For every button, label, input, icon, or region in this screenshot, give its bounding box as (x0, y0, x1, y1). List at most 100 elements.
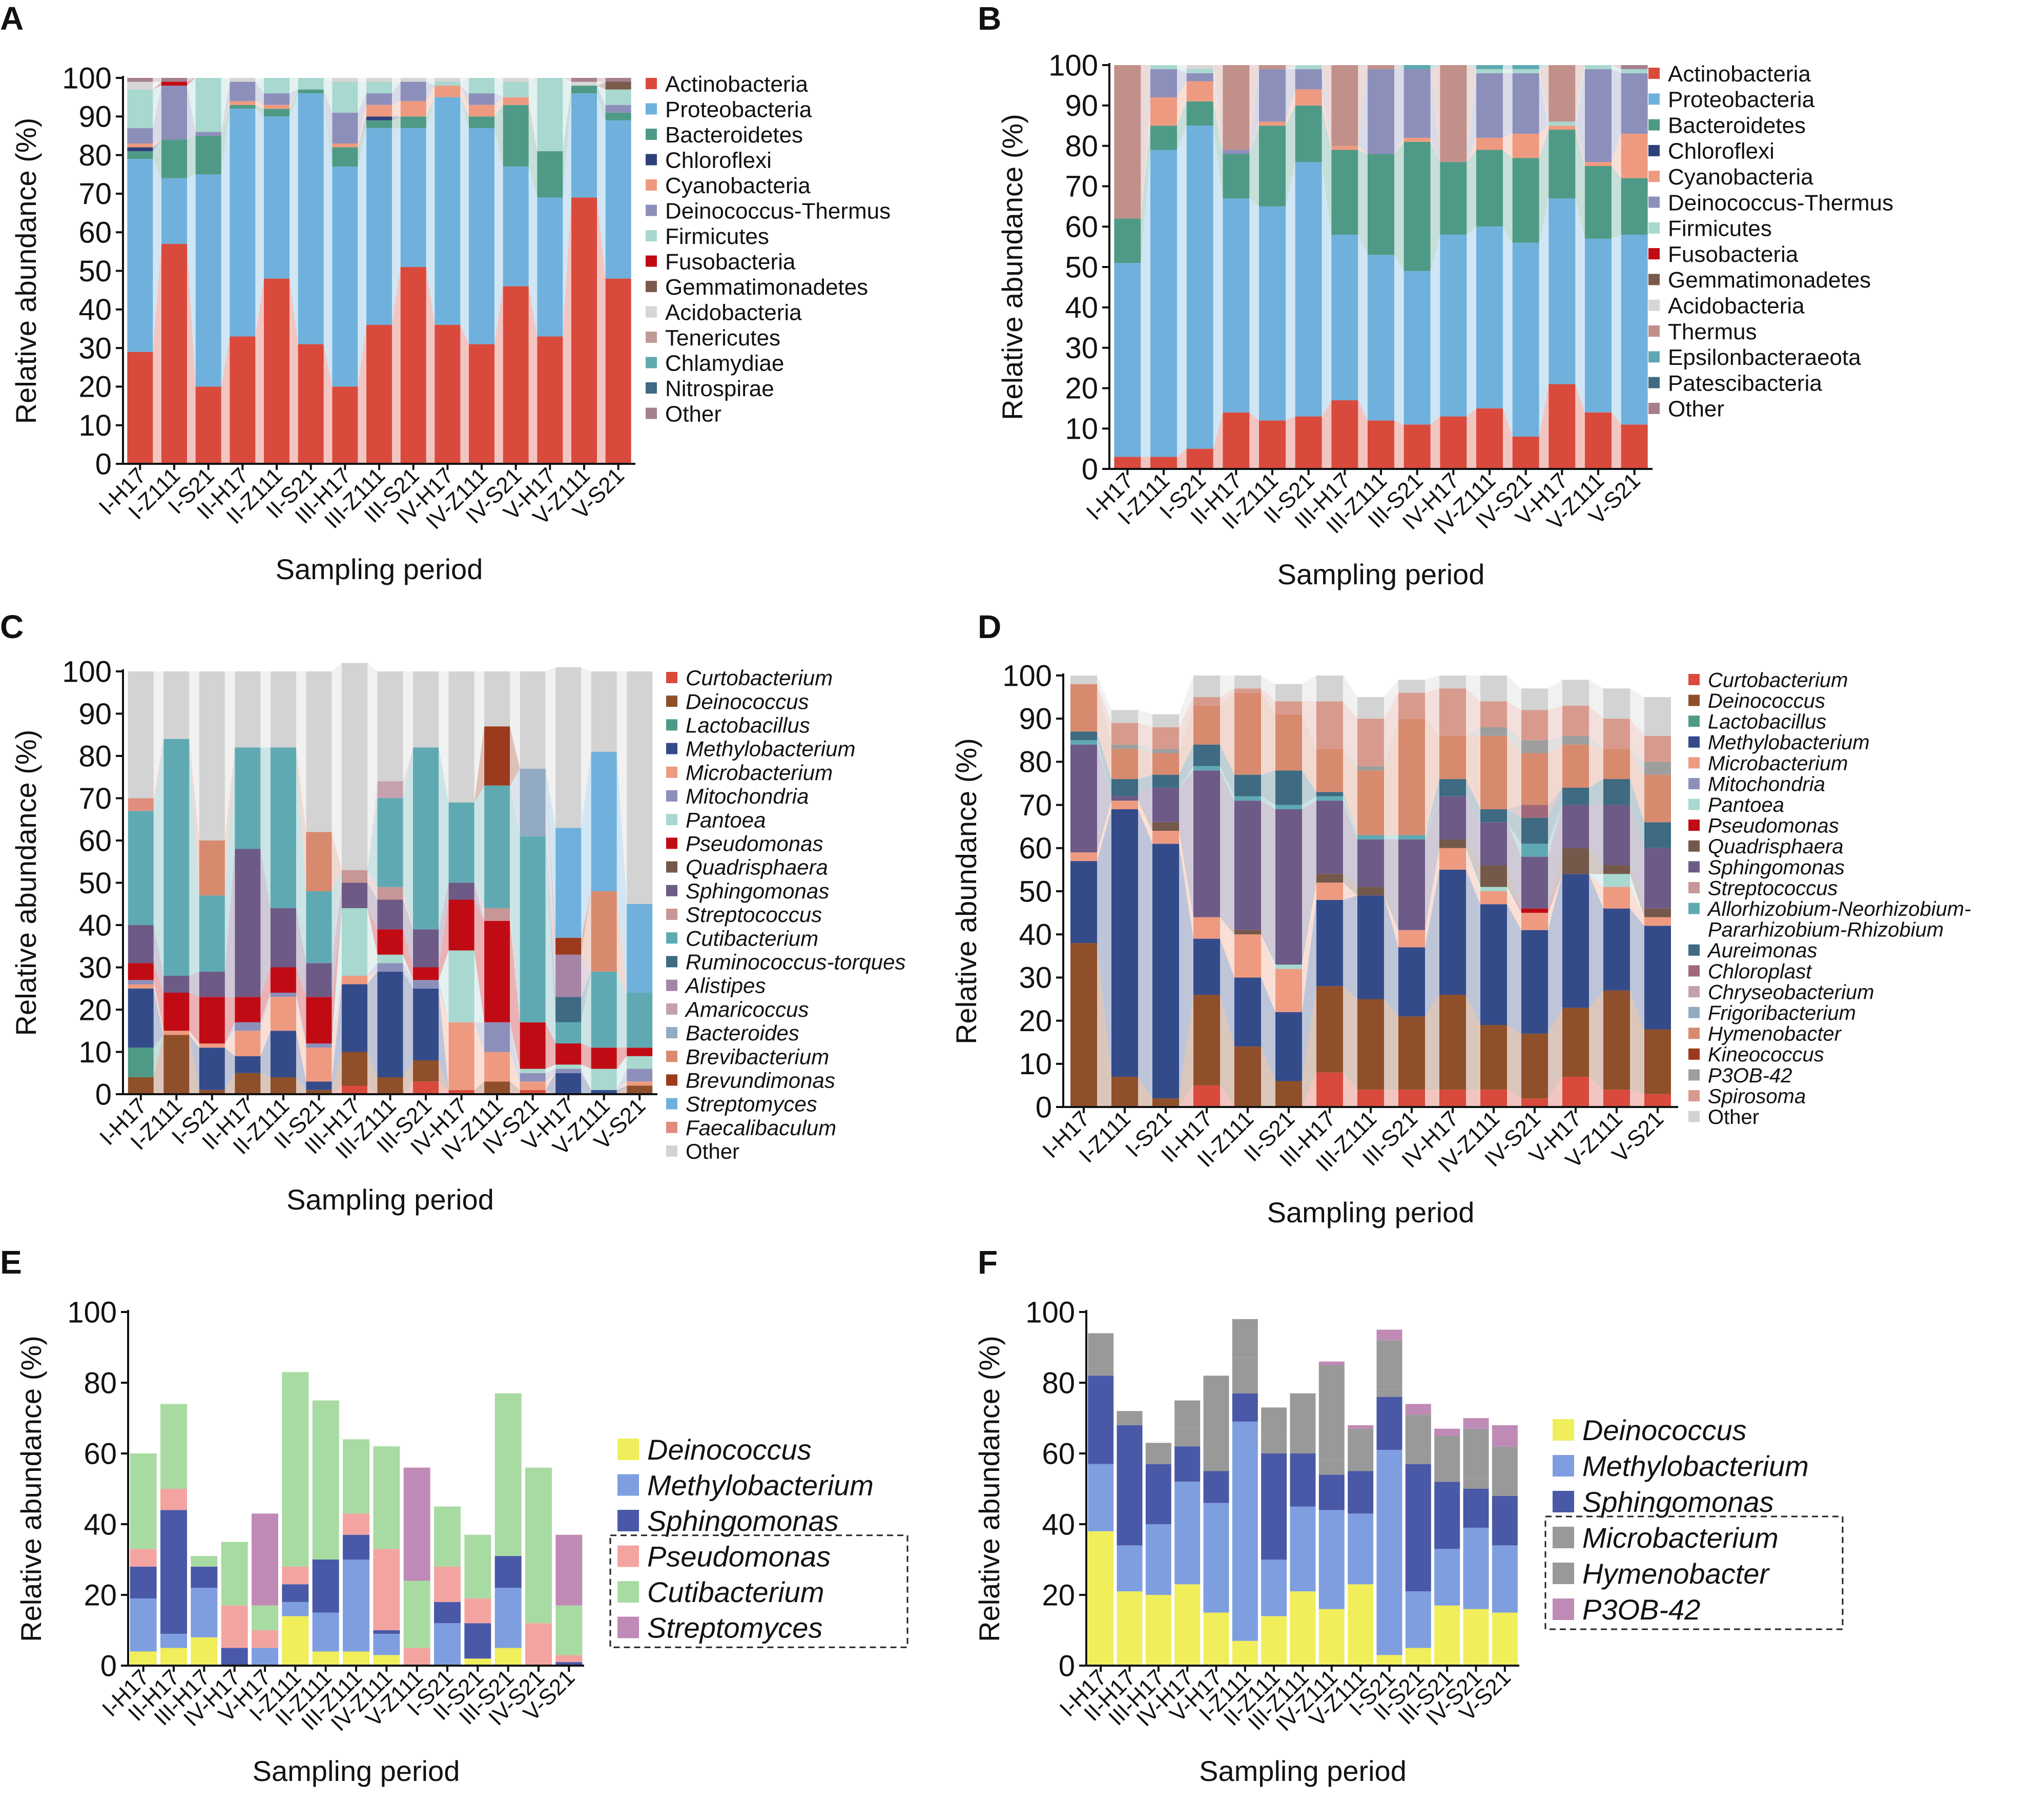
panel-f-bar-segment (1463, 1418, 1489, 1429)
panel-c-band (260, 997, 271, 1056)
panel-c-legend-label: Streptomyces (686, 1092, 817, 1116)
panel-b-band (1467, 408, 1476, 469)
panel-c-band (581, 891, 591, 955)
panel-c-band (224, 1073, 235, 1094)
panel-b-band (1467, 65, 1476, 69)
panel-d-band (1384, 835, 1398, 839)
panel-a-legend-swatch (646, 179, 657, 191)
panel-a-legend-label: Gemmatimonadetes (665, 275, 868, 300)
panel-c-band (510, 920, 520, 1069)
panel-d-bar-segment (1152, 727, 1179, 749)
panel-c-legend-label: Methylobacterium (686, 737, 855, 761)
panel-d-bar-segment (1193, 766, 1220, 771)
panel-b-bar-segment (1150, 69, 1177, 98)
panel-e-y-tick-label: 100 (67, 1296, 117, 1329)
panel-a-band (221, 109, 230, 387)
panel-f-bar-segment (1088, 1376, 1114, 1464)
panel-a-bar-segment (230, 109, 256, 337)
panel-a-legend-label: Fusobacteria (665, 249, 796, 274)
panel-b-y-tick-label: 80 (1065, 130, 1098, 163)
panel-b-bar-segment (1295, 105, 1322, 162)
panel-a-band (290, 89, 298, 117)
panel-c-legend-label: Quadrisphaera (686, 855, 828, 879)
panel-c-bar-segment (627, 671, 653, 904)
panel-f-bar-segment (1145, 1450, 1171, 1464)
panel-d-bar-segment (1316, 899, 1343, 987)
panel-e-bar-segment (343, 1513, 369, 1535)
panel-c-band (260, 1073, 271, 1094)
panel-b-legend-label: Chloroflexi (1668, 139, 1774, 164)
panel-b-band (1213, 101, 1223, 199)
panel-d-band (1466, 848, 1480, 891)
panel-a-bar-segment (435, 97, 461, 325)
panel-letter-f: F (978, 1244, 998, 1281)
panel-f-bar-segment (1174, 1584, 1201, 1666)
panel-d-bar-segment (1480, 1025, 1507, 1090)
panel-d-bar-segment (1111, 744, 1138, 749)
panel-d-bar-segment (1070, 943, 1097, 1107)
panel-c-bar-segment (413, 671, 439, 748)
panel-b-legend-label: Deinococcus-Thermus (1668, 190, 1893, 215)
panel-c-band (367, 663, 378, 870)
panel-a-band (460, 78, 469, 82)
panel-d-band (1589, 805, 1603, 866)
panel-c-band (296, 671, 306, 832)
panel-b-y-tick-label: 70 (1065, 170, 1098, 203)
panel-e-bar-segment (403, 1648, 430, 1666)
panel-b-y-tick-label: 100 (1048, 49, 1098, 82)
panel-d-legend-label: Microbacterium (1708, 752, 1848, 775)
panel-a-y-tick-label: 10 (78, 409, 112, 442)
panel-c-legend-swatch (666, 672, 677, 683)
panel-d-band (1097, 684, 1111, 745)
panel-b-band (1539, 65, 1549, 69)
panel-c-legend-swatch (666, 1145, 677, 1157)
panel-f-bar-segment (1318, 1460, 1345, 1475)
panel-b-legend-swatch (1648, 222, 1660, 234)
panel-a-bar-segment (195, 135, 221, 175)
panel-c-bar-segment (199, 1043, 225, 1048)
panel-a-bar-segment (298, 89, 324, 94)
panel-d-band (1138, 710, 1152, 728)
panel-c-band (581, 751, 591, 938)
panel-c-band (439, 988, 449, 1090)
panel-c-bar-segment (484, 671, 510, 727)
panel-c-bar-segment (484, 1052, 510, 1082)
panel-c-bar-segment (377, 899, 403, 930)
panel-b-legend-label: Acidobacteria (1668, 294, 1805, 319)
panel-d-band (1466, 995, 1480, 1090)
panel-a-bar-segment (435, 78, 461, 82)
panel-c-bar-segment (341, 883, 367, 908)
panel-b-band (1394, 65, 1404, 69)
panel-d-band (1179, 744, 1193, 788)
panel-b-bar-segment (1512, 69, 1539, 73)
panel-a-band (358, 324, 366, 464)
panel-d-legend-swatch (1688, 944, 1700, 956)
panel-a-band (187, 135, 196, 178)
panel-d-bar-segment (1357, 719, 1384, 766)
panel-b-bar-segment (1259, 65, 1286, 69)
panel-c-band (545, 768, 556, 955)
panel-a-legend-label: Proteobacteria (665, 97, 812, 122)
panel-e-bar-segment (282, 1584, 309, 1602)
panel-b-bar-segment (1621, 234, 1648, 425)
panel-d-x-axis-title: Sampling period (1267, 1196, 1475, 1228)
panel-d-band (1179, 844, 1193, 1099)
panel-f-bar-segment (1145, 1443, 1171, 1450)
panel-d-band (1302, 770, 1316, 805)
panel-b-band (1430, 69, 1440, 162)
panel-e-bar-segment (555, 1662, 583, 1666)
panel-b-band (1575, 384, 1585, 469)
panel-f-bar-segment (1434, 1471, 1460, 1482)
panel-b-legend-swatch (1648, 68, 1660, 79)
panel-c-legend-label: Brevundimonas (686, 1069, 835, 1093)
panel-d-y-tick-label: 10 (1019, 1048, 1052, 1081)
panel-c-band (332, 976, 342, 1048)
panel-d-band (1507, 887, 1521, 913)
panel-b-bar-segment (1186, 448, 1213, 469)
panel-d-band (1507, 1025, 1521, 1099)
panel-e-bar-segment (312, 1560, 339, 1613)
panel-d-legend-label: Pantoea (1708, 794, 1784, 816)
panel-b-bar-segment (1403, 65, 1431, 69)
panel-d-bar-segment (1152, 714, 1179, 728)
panel-c-bar-segment (627, 1056, 653, 1069)
